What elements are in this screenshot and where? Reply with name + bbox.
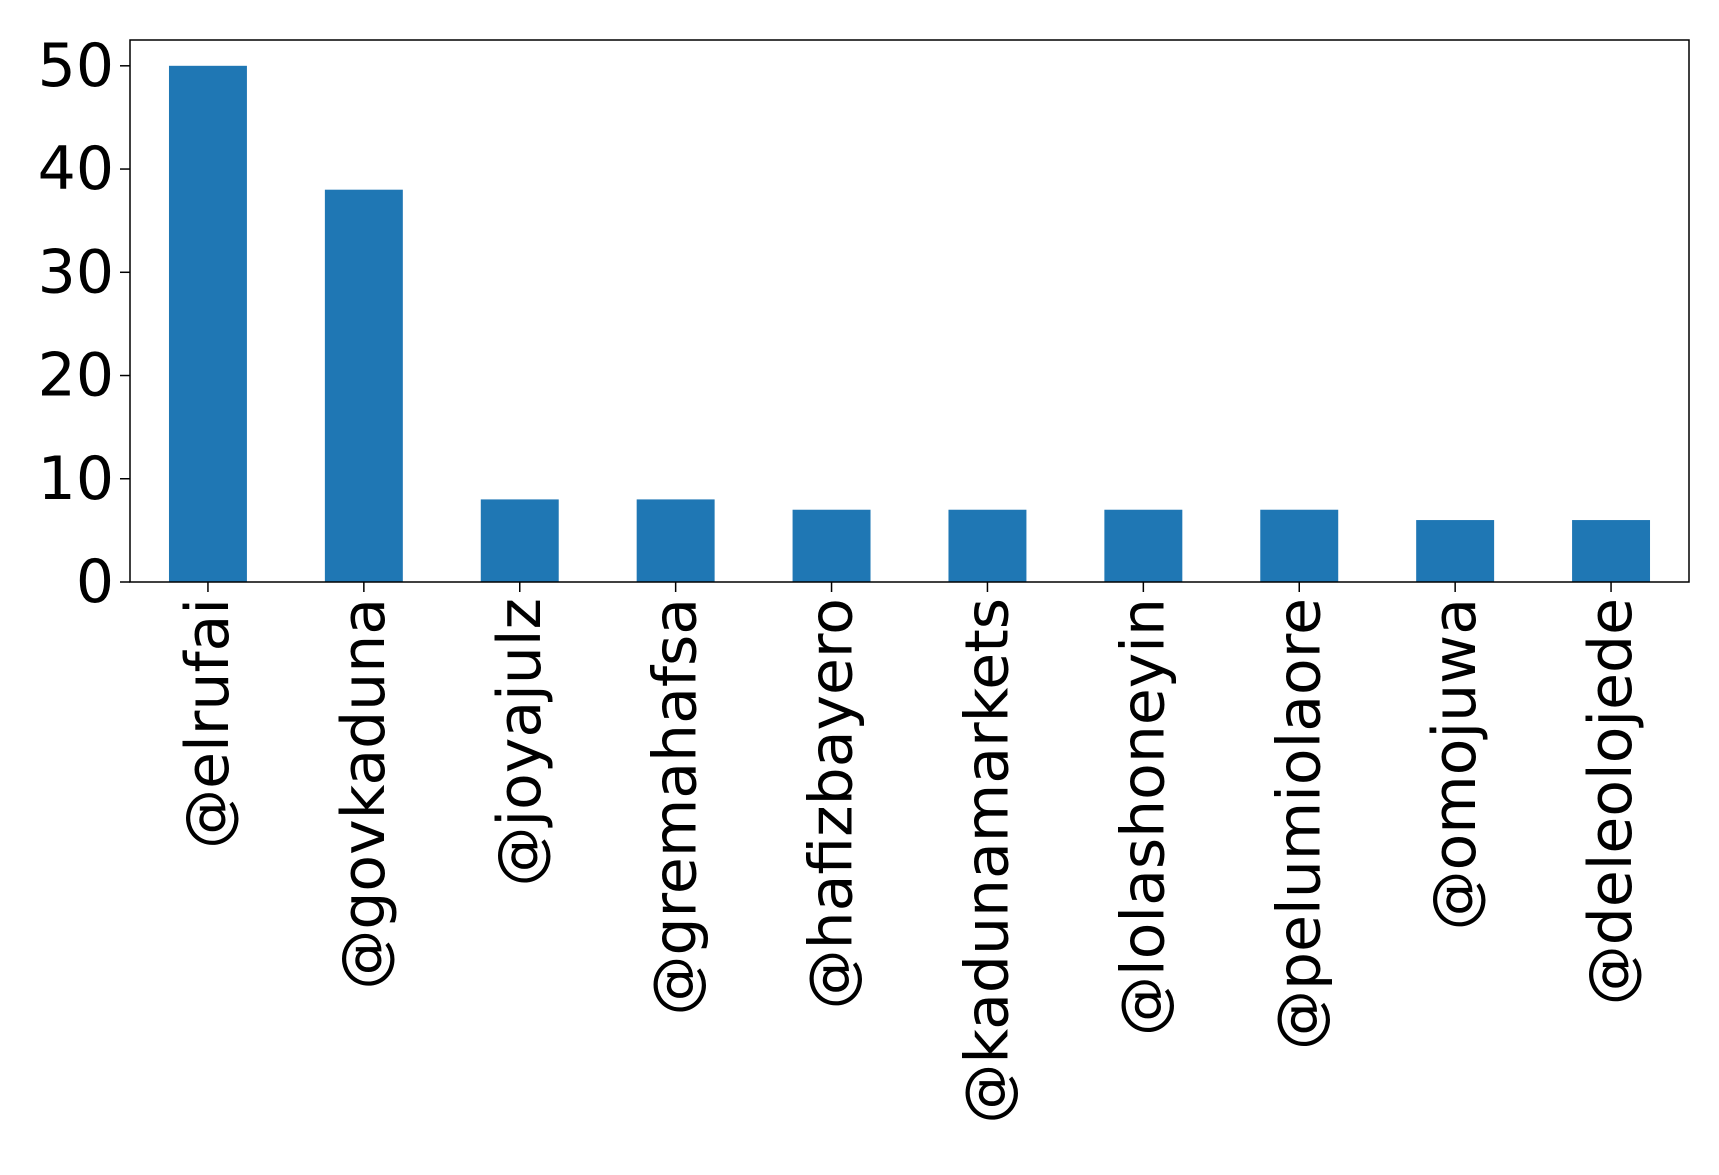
x-tick-label: @gremahafsa — [641, 598, 711, 1016]
bar-deleolojede — [1572, 520, 1651, 582]
y-tick-label: 50 — [38, 31, 114, 101]
y-tick-label: 10 — [38, 444, 114, 514]
x-tick-label: @hafizbayero — [797, 598, 867, 1009]
y-axis-ticks: 0 10 20 30 40 50 — [38, 31, 130, 617]
bar-elrufai — [168, 65, 247, 583]
bar-joyajulz — [480, 499, 559, 582]
y-tick-label: 20 — [38, 341, 114, 411]
bar-kadunamarkets — [948, 509, 1027, 582]
x-tick-label: @elrufai — [173, 598, 243, 849]
bar-govkaduna — [324, 189, 403, 582]
bar-pelumiolaore — [1260, 509, 1339, 582]
bar-gremahafsa — [636, 499, 715, 582]
bar-omojuwa — [1416, 520, 1495, 582]
x-tick-label: @lolashoneyin — [1108, 598, 1178, 1036]
axes-layer — [129, 39, 1690, 583]
x-tick-label: @govkaduna — [329, 598, 399, 990]
x-tick-label: @omojuwa — [1420, 598, 1490, 930]
bars-layer — [168, 65, 1651, 583]
x-tick-label: @joyajulz — [485, 598, 555, 887]
x-axis-ticks: @elrufai @govkaduna @joyajulz @gremahafsa @h… — [173, 582, 1646, 1124]
bar-hafizbayero — [792, 509, 871, 582]
x-tick-label: @kadunamarkets — [952, 598, 1022, 1124]
bar-lolashoneyin — [1104, 509, 1183, 582]
plot-frame — [129, 39, 1690, 583]
y-tick-label: 40 — [38, 134, 114, 204]
y-tick-label: 0 — [76, 547, 114, 617]
x-tick-label: @pelumiolaore — [1264, 598, 1334, 1050]
y-tick-label: 30 — [38, 237, 114, 307]
x-tick-label: @deleolojede — [1576, 598, 1646, 1005]
